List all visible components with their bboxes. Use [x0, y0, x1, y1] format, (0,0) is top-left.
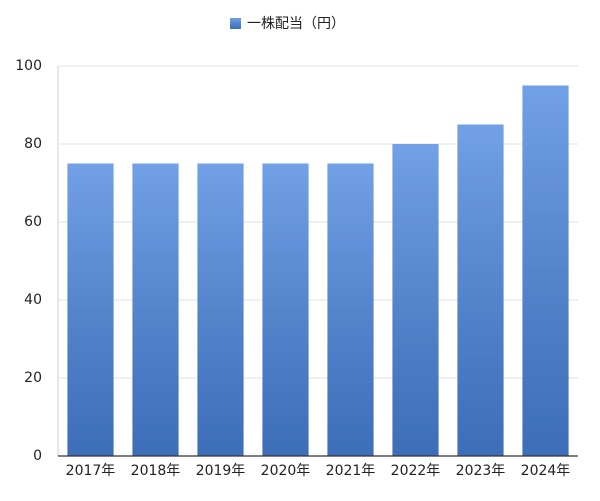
bar-shade [392, 144, 439, 456]
bar-shade [67, 163, 114, 456]
bar-shade [457, 124, 504, 456]
bar-shade [132, 163, 179, 456]
bar-shade [197, 163, 244, 456]
x-tick-label: 2023年 [456, 463, 506, 479]
y-tick-label: 60 [24, 214, 42, 230]
legend-swatch-shade [230, 18, 241, 29]
x-tick-label: 2020年 [261, 463, 311, 479]
bar-shade [522, 85, 569, 456]
x-tick-label: 2019年 [196, 463, 246, 479]
x-tick-label: 2017年 [66, 463, 116, 479]
bar-shade [327, 163, 374, 456]
y-tick-label: 0 [33, 448, 42, 464]
x-tick-label: 2022年 [391, 463, 441, 479]
x-tick-label: 2018年 [131, 463, 181, 479]
y-tick-label: 20 [24, 370, 42, 386]
y-tick-label: 100 [15, 58, 42, 74]
x-tick-label: 2024年 [521, 463, 571, 479]
x-tick-label: 2021年 [326, 463, 376, 479]
legend-label: 一株配当（円） [247, 16, 345, 32]
y-tick-label: 40 [24, 292, 42, 308]
bar-shade [262, 163, 309, 456]
y-tick-label: 80 [24, 136, 42, 152]
